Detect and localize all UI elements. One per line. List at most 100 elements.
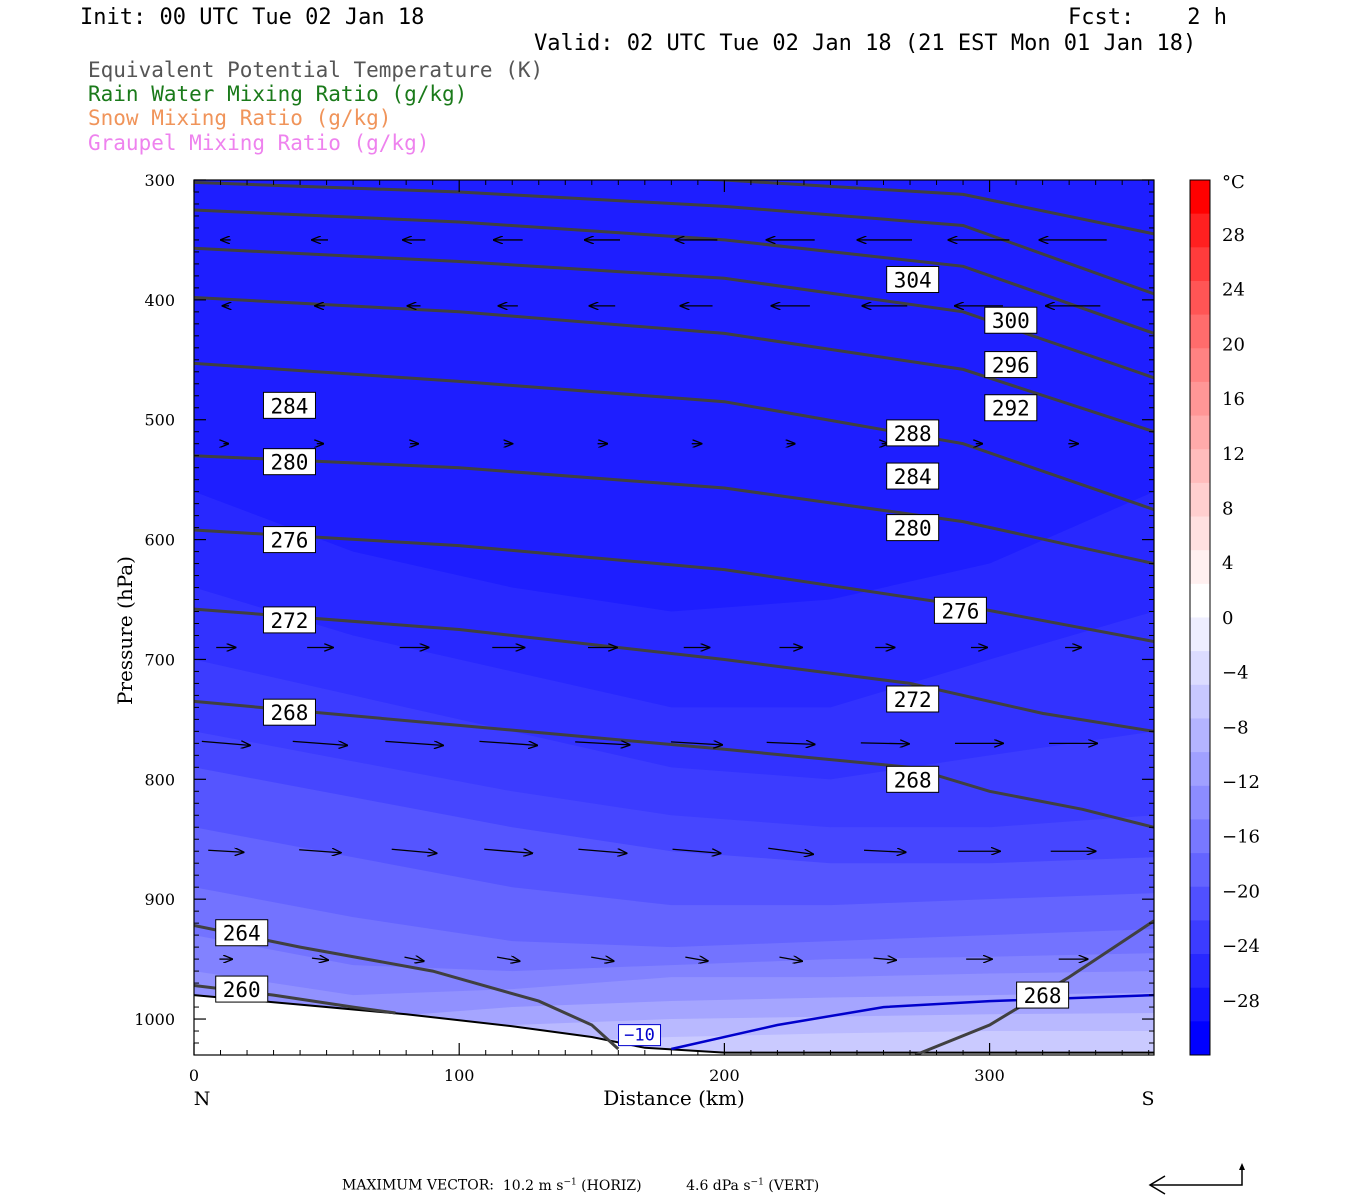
wind-vector [672,849,721,853]
svg-text:280: 280 [271,451,309,475]
axes: 300 400 500 600 700 800 900 1000 0 100 200 300 [134,171,1154,1085]
temperature-label: −10 [618,1024,662,1047]
svg-text:296: 296 [992,354,1030,378]
wind-vector [766,742,815,744]
wind-vector [860,743,909,744]
colorbar-swatch [1190,381,1210,417]
legend-graupel: Graupel Mixing Ratio (g/kg) [88,131,430,155]
contour-label-268: 268 [1016,981,1070,1009]
wind-vector [404,957,424,961]
colorbar-swatch [1190,617,1210,652]
x-end-left: N [194,1088,211,1110]
colorbar-label: −20 [1222,881,1260,902]
wind-vector [578,849,626,853]
theta-e-contour-272 [194,607,1154,733]
colorbar-swatch [1190,213,1210,248]
colorbar-label: 20 [1222,334,1245,355]
y-tick-label: 400 [144,291,175,310]
colorbar-label: −24 [1222,936,1260,957]
theta-e-contour-300 [194,180,1154,296]
x-tick-label: 100 [444,1066,475,1085]
y-tick-label: 600 [144,531,175,550]
colorbar-frame [1189,179,1211,1056]
contour-label-296: 296 [984,351,1038,379]
colorbar-label: −16 [1222,827,1260,848]
svg-text:284: 284 [271,394,309,418]
y-tick-label: 500 [144,411,175,430]
wind-vector [292,741,347,745]
svg-text:280: 280 [894,517,932,541]
colorbar-swatch [1190,718,1210,753]
horiz-vector: 10.2 m s−1 (HORIZ) [502,1177,642,1194]
colorbar-swatch [1190,920,1210,955]
colorbar-swatch [1190,651,1210,686]
contour-label-268: 268 [886,765,940,793]
colorbar-label: 24 [1222,280,1245,301]
x-end-right: S [1141,1088,1154,1110]
colorbar-swatch [1190,785,1210,820]
colorbar-swatch [1190,583,1210,618]
colorbar-label: −12 [1222,772,1260,793]
wind-vector [670,742,722,745]
svg-text:284: 284 [894,465,932,489]
reference-vector-icon [1148,1163,1245,1195]
wind-vector [391,849,437,853]
theta-e-contour-276 [194,528,1154,643]
svg-text:272: 272 [271,609,309,633]
contour-label-280: 280 [886,514,940,542]
contour-label-272: 272 [886,685,940,713]
max-vector-prefix: MAXIMUM VECTOR: [342,1177,494,1194]
svg-text:−10: −10 [624,1026,655,1046]
svg-text:264: 264 [223,922,261,946]
plot-frame [193,179,1155,1056]
y-tick-label: 300 [144,171,175,190]
colorbar-label: 28 [1222,225,1245,246]
theta-e-contour-304 [682,180,1154,236]
y-axis-title: Pressure (hPa) [113,556,137,705]
x-tick-label: 0 [189,1066,199,1085]
colorbar-swatch [1190,550,1210,585]
colorbar-swatch [1190,1021,1210,1056]
contour-label-300: 300 [984,306,1038,334]
wind-vector [575,742,629,745]
contour-label-284: 284 [262,391,316,419]
theta-e-contour-280 [194,454,1154,566]
wind-vector [496,957,519,961]
theta-e-contour-292 [194,246,1154,380]
colorbar-swatch [1190,853,1210,888]
valid-time: Valid: 02 UTC Tue 02 Jan 18 (21 EST Mon … [534,31,1197,56]
svg-text:268: 268 [271,701,309,725]
colorbar-swatch [1190,684,1210,719]
colorbar-swatch [1190,280,1210,316]
init-time: Init: 00 UTC Tue 02 Jan 18 [80,5,425,30]
theta-e-contour-288 [194,296,1154,434]
max-vector-footer: MAXIMUM VECTOR: 10.2 m s−1 (HORIZ) 4.6 d… [342,1177,819,1194]
x-axis-title: Distance (km) [603,1086,745,1110]
svg-text:276: 276 [271,529,309,553]
colorbar-swatch [1190,415,1210,450]
svg-text:300: 300 [992,309,1030,333]
wind-vector [479,740,537,745]
wind-vector [768,847,813,854]
colorbar-swatch [1190,516,1210,551]
contour-label-272: 272 [262,606,316,634]
legend-theta-e: Equivalent Potential Temperature (K) [88,58,544,82]
colorbar-swatch [1190,449,1210,484]
colorbar-swatch [1190,180,1210,215]
colorbar-swatch [1190,247,1210,282]
colorbar-swatch [1190,886,1210,921]
colorbar-label: 0 [1222,608,1233,629]
wind-vector [591,957,613,961]
contour-label-276: 276 [933,596,987,624]
colorbar-unit: °C [1222,172,1245,193]
colorbar-label: −28 [1222,991,1260,1012]
wind-vectors [201,240,1107,961]
wind-vector [873,958,896,960]
wind-vector [201,741,250,745]
terrain-line [194,994,1154,1054]
colorbar-swatch [1190,314,1210,349]
contour-label-288: 288 [886,419,940,447]
colorbar-label: 8 [1222,499,1233,520]
legend-rain-water: Rain Water Mixing Ratio (g/kg) [88,82,468,106]
colorbar-swatch [1190,819,1210,854]
